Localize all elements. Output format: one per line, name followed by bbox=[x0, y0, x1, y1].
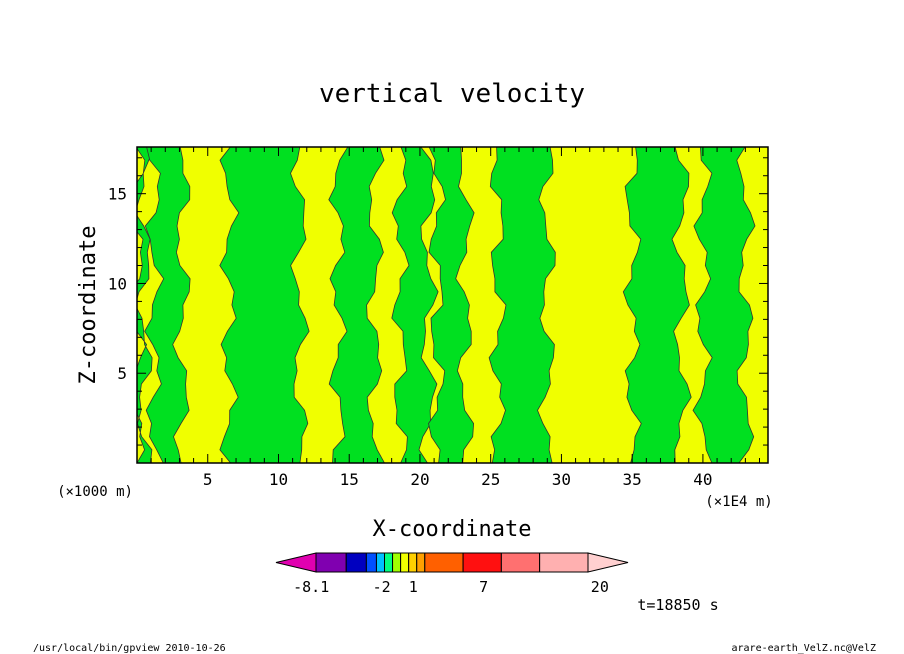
negative-velocity-region bbox=[144, 147, 191, 463]
y-axis-title: Z-coordinate bbox=[76, 226, 101, 385]
negative-velocity-region bbox=[488, 147, 556, 463]
footer-right: arare-earth_VelZ.nc@VelZ bbox=[732, 643, 877, 654]
negative-velocity-region bbox=[622, 147, 692, 463]
colorbar-label: -2 bbox=[373, 578, 391, 596]
negative-velocity-region bbox=[428, 147, 475, 463]
colorbar-segment bbox=[408, 552, 418, 573]
axis-ticks: 5 10 15 20 25 30 35 40 5 10 15 bbox=[108, 147, 768, 489]
colorbar-segment bbox=[462, 552, 502, 573]
chart-title: vertical velocity bbox=[319, 79, 585, 109]
colorbar-segment bbox=[416, 552, 426, 573]
colorbar-segment bbox=[345, 552, 367, 573]
colorbar-segment bbox=[424, 552, 464, 573]
y-tick-label: 10 bbox=[108, 274, 127, 293]
colorbar-label: 20 bbox=[591, 578, 609, 596]
x-unit-note: (×1E4 m) bbox=[705, 494, 772, 510]
colorbar-label: 7 bbox=[479, 578, 488, 596]
colorbar-left-arrow bbox=[275, 552, 317, 573]
negative-velocity-region bbox=[137, 147, 155, 463]
x-tick-label: 10 bbox=[269, 470, 288, 489]
y-unit-note: (×1000 m) bbox=[57, 484, 133, 500]
colorbar-labels: -8.1 -2 1 7 20 bbox=[293, 578, 609, 596]
x-tick-label: 15 bbox=[340, 470, 359, 489]
colorbar-segment bbox=[392, 552, 402, 573]
x-tick-label: 25 bbox=[481, 470, 500, 489]
x-tick-label: 5 bbox=[203, 470, 213, 489]
velocity-regions bbox=[137, 147, 756, 463]
time-label: t=18850 s bbox=[637, 596, 718, 614]
x-tick-label: 20 bbox=[410, 470, 429, 489]
x-tick-label: 30 bbox=[552, 470, 571, 489]
colorbar-segment bbox=[400, 552, 410, 573]
negative-velocity-region bbox=[391, 147, 439, 463]
plot-frame bbox=[136, 146, 769, 464]
x-axis-title: X-coordinate bbox=[373, 517, 532, 542]
colorbar-segment bbox=[539, 552, 589, 573]
colorbar-label: 1 bbox=[409, 578, 418, 596]
x-tick-label: 35 bbox=[623, 470, 642, 489]
colorbar bbox=[275, 552, 629, 573]
x-tick-label: 40 bbox=[693, 470, 712, 489]
colorbar-segment bbox=[375, 552, 386, 573]
footer-left: /usr/local/bin/gpview 2010-10-26 bbox=[33, 643, 226, 654]
colorbar-right-arrow bbox=[587, 552, 629, 573]
colorbar-segment bbox=[315, 552, 347, 573]
negative-velocity-region bbox=[692, 147, 756, 463]
negative-velocity-region bbox=[328, 147, 385, 463]
colorbar-label: -8.1 bbox=[293, 578, 329, 596]
colorbar-segment bbox=[384, 552, 394, 573]
y-tick-label: 15 bbox=[108, 185, 127, 204]
negative-velocity-region bbox=[219, 147, 310, 463]
plot-area: 5 10 15 20 25 30 35 40 5 10 15 bbox=[108, 146, 769, 489]
y-tick-label: 5 bbox=[117, 364, 127, 383]
colorbar-segment bbox=[365, 552, 377, 573]
colorbar-segment bbox=[500, 552, 541, 573]
